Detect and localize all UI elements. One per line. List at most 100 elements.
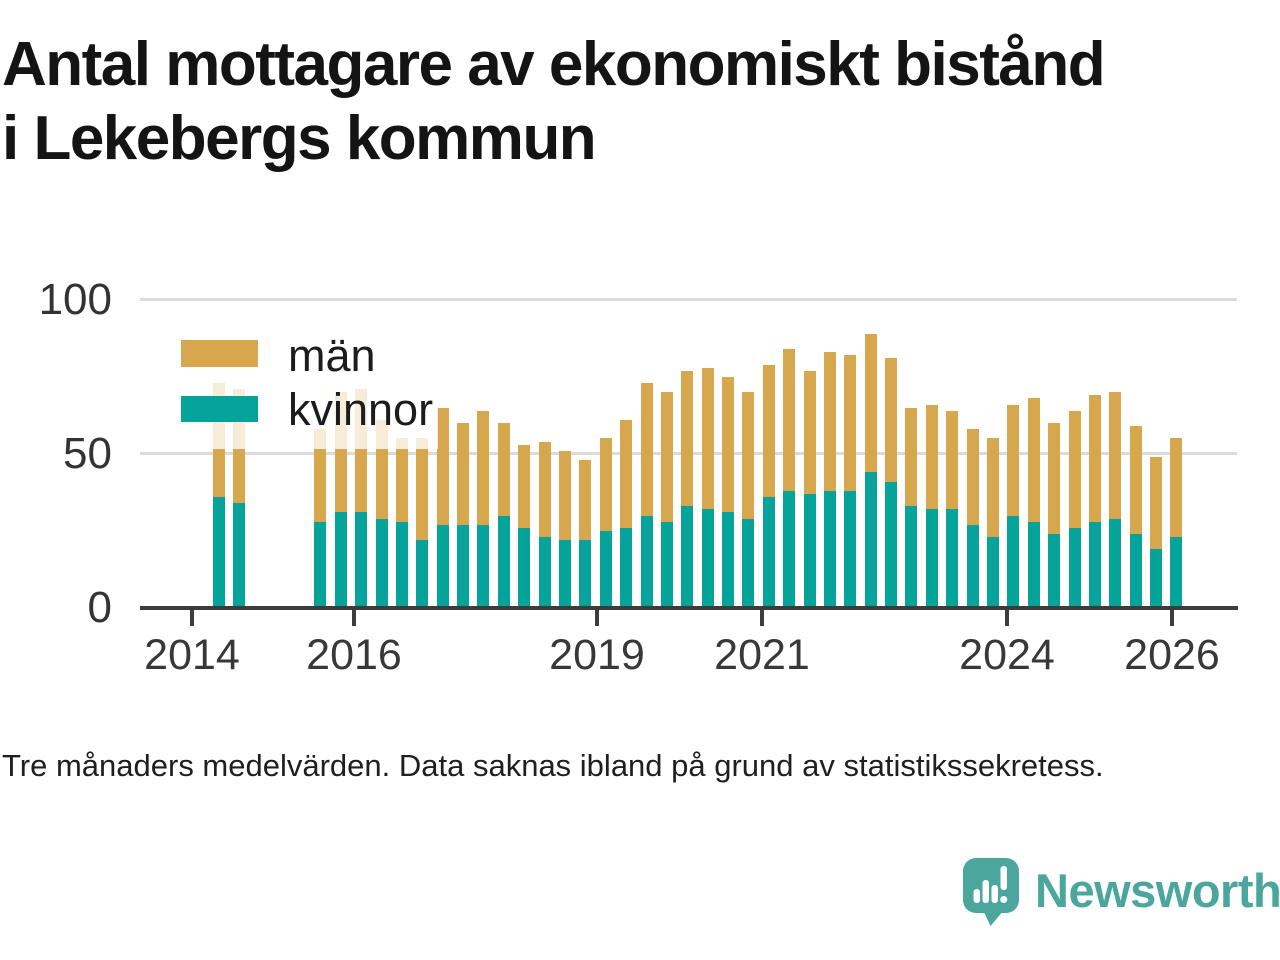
bar-segment-kvinnor [436,524,449,608]
bar-segment-kvinnor [1007,515,1020,608]
bar-segment-kvinnor [1109,518,1122,608]
bar-segment-man [885,358,897,482]
legend-label-man: män [288,330,376,381]
bar-segment-kvinnor [925,509,938,608]
bar-segment-kvinnor [966,524,979,608]
bar-segment-man [742,392,755,519]
bar-segment-man [559,450,571,541]
gridline-100 [140,298,1237,302]
x-axis-label-2024: 2024 [959,631,1055,679]
bar-segment-kvinnor [538,537,551,608]
bar-segment-man [538,441,551,538]
bar-segment-kvinnor [355,512,368,608]
x-axis-tick-2021 [760,610,764,626]
bar-segment-kvinnor [395,521,408,608]
bar-segment-kvinnor [1129,534,1142,608]
bar-segment-man [986,438,999,538]
bar-segment-man [1007,404,1020,516]
bar-segment-man [803,370,816,494]
x-axis-tick-2026 [1170,610,1174,626]
bar-segment-man [436,407,449,525]
bar-segment-kvinnor [986,537,999,608]
bar-segment-man [1170,438,1183,538]
bar-segment-kvinnor [905,506,918,608]
bar-segment-kvinnor [416,540,429,608]
bar-segment-kvinnor [314,521,327,608]
bar-segment-man [864,333,877,473]
bar-chart-speech-bubble-icon [963,858,1019,926]
bar-segment-kvinnor [640,515,653,608]
bar-segment-man [1027,398,1040,522]
bar-segment-man [457,423,470,525]
x-axis-label-2016: 2016 [306,631,402,679]
legend-swatch-kvinnor [181,396,258,422]
bar-segment-kvinnor [1150,549,1162,608]
bar-segment-kvinnor [946,509,959,608]
chart-title-line1: Antal mottagare av ekonomiskt bistånd [2,30,1106,99]
bar-segment-man [925,404,938,510]
bar-segment-man [477,410,490,525]
bar-segment-kvinnor [681,506,694,608]
bar-segment-kvinnor [620,527,633,608]
bar-segment-kvinnor [477,524,490,608]
bar-segment-kvinnor [823,490,836,608]
chart-title: Antal mottagare av ekonomiskt bistånd i … [2,28,1274,176]
x-axis-label-2021: 2021 [714,631,810,679]
x-axis-tick-2014 [190,610,194,626]
bar-segment-man [1048,423,1061,535]
x-axis-label-2026: 2026 [1124,631,1220,679]
bar-segment-man [823,352,836,491]
bar-segment-man [497,423,510,516]
bar-segment-kvinnor [1027,521,1040,608]
bar-segment-kvinnor [518,527,531,608]
bar-segment-man [660,392,673,522]
x-axis-label-2019: 2019 [549,631,645,679]
bar-segment-kvinnor [559,540,571,608]
bar-segment-kvinnor [803,493,816,608]
bar-segment-kvinnor [722,512,734,608]
legend-label-kvinnor: kvinnor [288,384,434,435]
bar-segment-man [844,355,857,491]
bar-segment-man [620,419,633,528]
bar-segment-man [1068,410,1081,528]
bar-segment-man [416,438,429,541]
bar-segment-kvinnor [1068,527,1081,608]
bar-segment-man [599,438,612,531]
bar-segment-kvinnor [701,509,714,608]
bar-segment-kvinnor [762,497,775,608]
bar-segment-kvinnor [1088,521,1101,608]
bar-segment-man [1088,395,1101,522]
bar-segment-man [640,383,653,516]
bar-segment-kvinnor [742,518,755,608]
x-axis-tick-2019 [595,610,599,626]
bar-segment-man [395,438,408,522]
logo-wordmark: Newsworthy [1035,863,1280,917]
bar-segment-kvinnor [844,490,857,608]
legend-swatch-man [181,340,258,367]
bar-segment-kvinnor [660,521,673,608]
bar-segment-kvinnor [599,530,612,608]
bar-segment-man [579,460,592,541]
bar-segment-kvinnor [579,540,592,608]
bar-segment-kvinnor [885,481,897,608]
bar-segment-man [946,410,959,510]
footnote: Tre månaders medelvärden. Data saknas ib… [2,748,1104,783]
bar-segment-man [905,407,918,507]
bar-segment-kvinnor [864,472,877,608]
bar-segment-man [314,429,327,522]
bar-segment-man [783,349,796,491]
bar-segment-man [966,429,979,525]
bar-segment-man [681,370,694,507]
bar-segment-man [1129,426,1142,535]
bar-segment-kvinnor [375,518,388,608]
y-axis-label-50: 50 [63,428,112,478]
legend: män kvinnor [166,326,438,449]
bar-segment-man [1109,392,1122,519]
y-axis-label-0: 0 [87,583,112,632]
y-axis-label-100: 100 [38,274,112,324]
bar-segment-kvinnor [457,524,470,608]
x-axis-tick-2024 [1005,610,1009,626]
bar-segment-man [762,364,775,498]
bar-segment-kvinnor [1048,534,1061,608]
